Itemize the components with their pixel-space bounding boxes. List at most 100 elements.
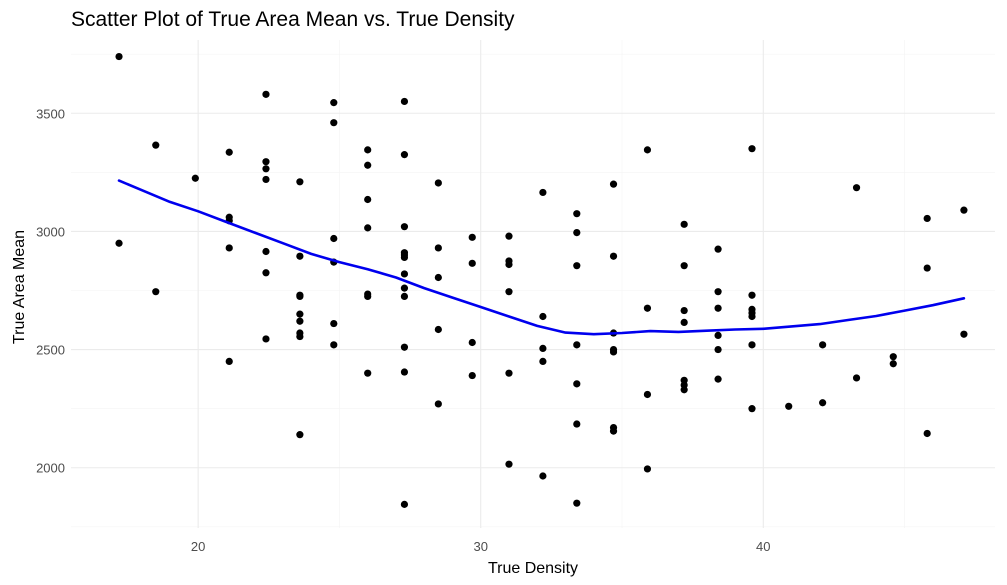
data-point [680, 262, 688, 270]
data-point [748, 145, 756, 153]
data-point [400, 292, 409, 301]
data-point [152, 288, 160, 296]
data-point [296, 310, 304, 318]
data-point [680, 306, 688, 315]
data-point [364, 161, 372, 169]
data-point [714, 345, 722, 354]
data-point [434, 179, 442, 187]
data-point [923, 264, 931, 272]
x-tick-label: 30 [473, 539, 487, 554]
data-point [468, 259, 476, 267]
data-point [609, 427, 618, 435]
x-tick-label: 40 [756, 539, 770, 554]
data-point [434, 244, 442, 252]
data-point [330, 119, 338, 127]
data-point [434, 325, 442, 334]
data-point [400, 284, 409, 292]
data-point [539, 344, 547, 352]
data-point [296, 332, 304, 341]
data-point [262, 335, 270, 343]
data-point [748, 312, 756, 321]
data-point [573, 499, 581, 507]
data-point [573, 341, 581, 349]
data-point [262, 175, 270, 184]
data-point [539, 357, 547, 365]
data-point [819, 399, 827, 407]
data-point [643, 146, 652, 154]
data-point [573, 210, 581, 218]
data-point [434, 400, 442, 408]
data-point [364, 146, 372, 154]
data-point [262, 158, 270, 166]
data-point [262, 247, 270, 256]
data-point [505, 460, 513, 468]
data-point [785, 402, 793, 410]
data-point [115, 52, 123, 61]
data-point [152, 141, 160, 149]
data-point [680, 386, 688, 394]
y-axis-title: True Area Mean [11, 230, 28, 344]
data-point [364, 195, 372, 204]
data-point [262, 269, 270, 277]
x-axis-title: True Density [488, 560, 578, 577]
data-point [960, 206, 968, 214]
data-point [505, 369, 513, 377]
data-point [923, 429, 931, 438]
data-point [400, 223, 409, 231]
data-point [714, 245, 722, 253]
data-point [748, 291, 756, 299]
data-point [505, 232, 513, 240]
trend-line [117, 179, 966, 336]
data-point [191, 174, 199, 182]
grid-lines [71, 40, 995, 528]
x-tick-label: 20 [191, 539, 205, 554]
data-point [748, 405, 756, 413]
data-point [400, 500, 409, 508]
data-point [296, 292, 304, 301]
data-point [889, 353, 897, 361]
data-point [714, 331, 722, 339]
data-point [714, 304, 722, 312]
data-point [960, 330, 968, 338]
data-point [714, 288, 722, 296]
data-point [643, 465, 652, 473]
data-point [468, 371, 476, 380]
data-point [852, 184, 861, 192]
data-point [505, 260, 513, 269]
data-point [573, 229, 581, 237]
data-point [400, 343, 409, 351]
data-point [434, 273, 442, 282]
data-point [748, 341, 756, 349]
y-tick-label: 2000 [36, 461, 65, 476]
data-point [400, 97, 409, 106]
data-point [468, 233, 476, 241]
data-point [573, 262, 581, 270]
data-point [680, 318, 688, 327]
data-point [609, 348, 618, 356]
data-point [115, 239, 123, 247]
data-point [643, 390, 652, 399]
data-point [225, 148, 233, 156]
data-point [609, 252, 618, 260]
data-point [539, 312, 547, 321]
data-point [643, 304, 652, 312]
y-tick-label: 3500 [36, 106, 65, 121]
data-point [680, 220, 688, 228]
data-point [400, 151, 409, 159]
data-point [364, 292, 372, 301]
data-point [468, 338, 476, 347]
data-point [400, 368, 409, 376]
data-point [573, 380, 581, 388]
data-point [330, 319, 338, 328]
data-point [573, 420, 581, 428]
data-point [296, 431, 304, 439]
chart-title: Scatter Plot of True Area Mean vs. True … [71, 8, 515, 31]
data-point [539, 188, 547, 197]
data-point [330, 99, 338, 107]
data-point [400, 253, 409, 262]
data-point [714, 375, 722, 383]
data-point [330, 234, 338, 243]
data-point [296, 317, 304, 325]
data-point [262, 90, 270, 98]
